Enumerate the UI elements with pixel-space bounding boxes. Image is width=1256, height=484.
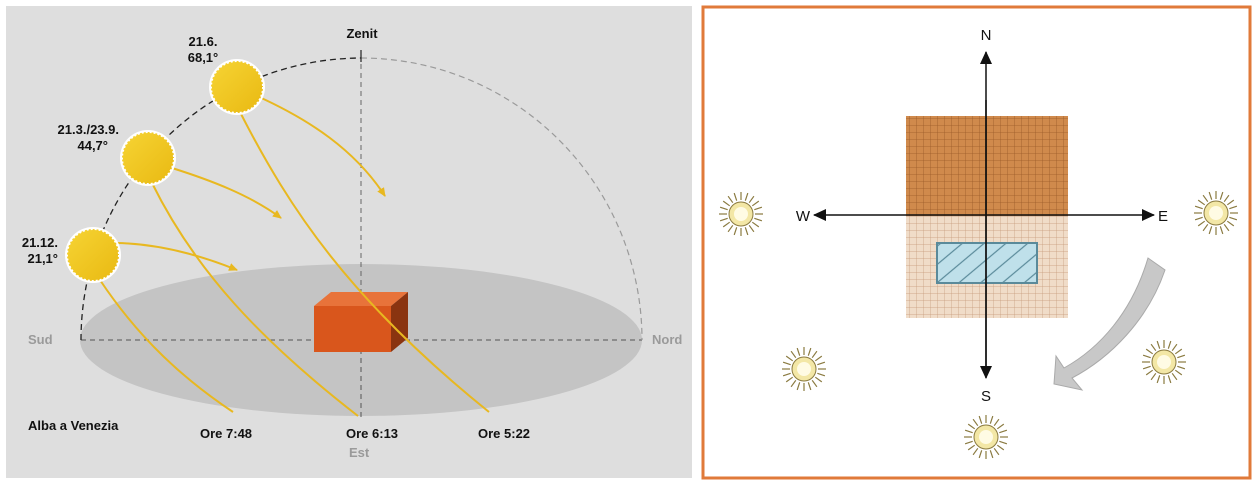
sun-summer-angle: 68,1°: [188, 50, 219, 65]
orientation-diagram: N S W E: [701, 5, 1252, 480]
sun-south-icon: [964, 415, 1008, 459]
caption: Alba a Venezia: [28, 418, 119, 433]
sun-southeast-icon: [1142, 340, 1186, 384]
building-block: [314, 292, 408, 352]
sun-summer-icon: [209, 59, 265, 115]
compass-north: N: [981, 27, 992, 44]
house-plan: [906, 116, 1068, 318]
sunrise-time-equinox: Ore 6:13: [346, 426, 398, 441]
sun-rays: [99, 95, 490, 417]
sun-equinox-icon: [120, 130, 176, 186]
north-label: Nord: [652, 332, 682, 347]
sun-west-icon: [719, 192, 763, 236]
sun-winter-angle: 21,1°: [27, 251, 58, 266]
sunrise-diagram: Zenit 21.6. 68,1° 21.3./23.9. 44,7° 21.1…: [6, 6, 692, 478]
sunrise-time-summer: Ore 5:22: [478, 426, 530, 441]
compass-east: E: [1158, 208, 1168, 225]
sun-equinox-angle: 44,7°: [77, 138, 108, 153]
sun-summer-date: 21.6.: [189, 34, 218, 49]
ray-winter-ground: [99, 279, 234, 413]
ray-summer-upper: [256, 95, 386, 197]
sun-equinox-date: 21.3./23.9.: [58, 122, 119, 137]
south-label: Sud: [28, 332, 53, 347]
ray-equinox-ground: [151, 182, 359, 417]
compass-west: W: [796, 208, 811, 225]
sun-winter-date: 21.12.: [22, 235, 58, 250]
ray-equinox-upper: [171, 167, 282, 219]
sun-movement-arrow: [1053, 257, 1166, 391]
sunrise-time-winter: Ore 7:48: [200, 426, 252, 441]
ray-winter-upper: [116, 242, 238, 271]
sky-arc-north: [360, 57, 643, 341]
sun-east-icon: [1194, 191, 1238, 235]
zenith-label: Zenit: [346, 26, 378, 41]
sun-southwest-icon: [782, 347, 826, 391]
east-label: Est: [349, 445, 370, 460]
window-glass: [936, 242, 1038, 284]
ray-summer-ground: [239, 111, 490, 413]
sun-winter-icon: [65, 227, 121, 283]
compass-south: S: [981, 388, 991, 405]
house-roof: [906, 116, 1068, 216]
